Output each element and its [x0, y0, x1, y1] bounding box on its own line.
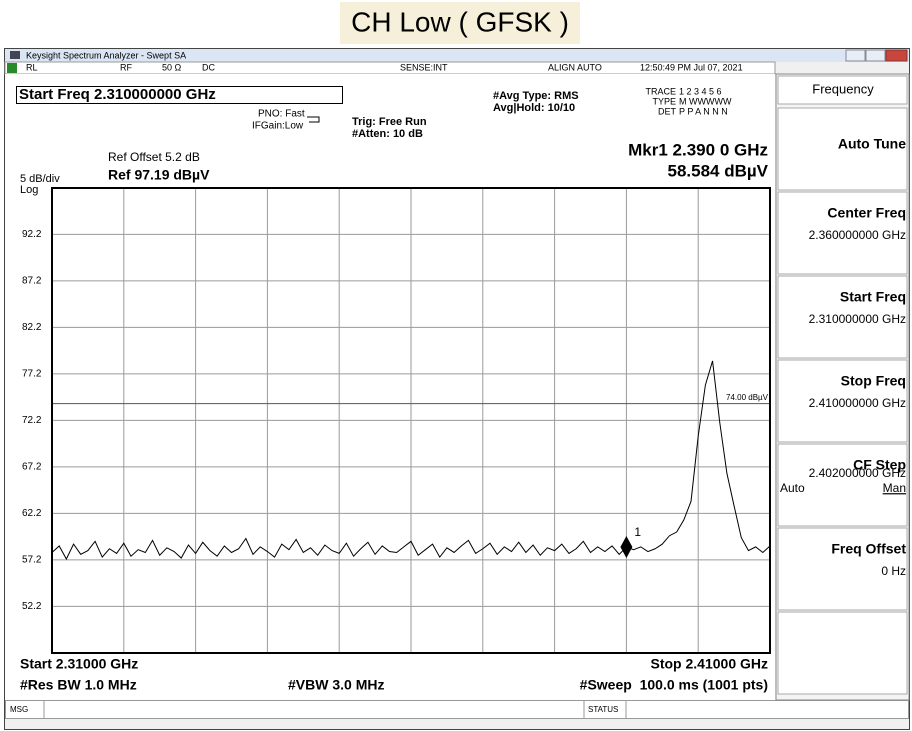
softkey-label[interactable]: Freq Offset: [831, 541, 906, 557]
rbw: #Res BW 1.0 MHz: [20, 677, 137, 693]
softkey-label[interactable]: Start Freq: [840, 289, 906, 305]
type-values: M WWWWW: [679, 96, 732, 106]
softkey[interactable]: [777, 527, 908, 611]
y-tick-label: 52.2: [22, 601, 42, 612]
start-freq: Start 2.31000 GHz: [20, 656, 138, 672]
y-tick-label: 92.2: [22, 229, 42, 240]
msg-label: MSG: [10, 705, 28, 714]
atten: #Atten: 10 dB: [352, 128, 423, 140]
softkey-value: 2.360000000 GHz: [809, 228, 906, 242]
softkey[interactable]: [777, 107, 908, 191]
message-bar: [5, 700, 909, 719]
softkey-value: 0 Hz: [881, 564, 906, 578]
stop-freq: Stop 2.41000 GHz: [651, 656, 769, 672]
status-label: STATUS: [588, 705, 618, 714]
status-impedance: 50 Ω: [162, 62, 182, 72]
softkey-panel: Frequency Auto Tune Center Freq 2.360000000…: [775, 73, 910, 701]
y-tick-label: 87.2: [22, 276, 42, 287]
softkey-label[interactable]: Stop Freq: [841, 373, 906, 389]
menu-title: Frequency: [812, 81, 874, 96]
status-coupling: DC: [202, 62, 215, 72]
sweep: #Sweep 100.0 ms (1001 pts): [580, 677, 768, 693]
status-align: ALIGN AUTO: [548, 62, 602, 72]
softkey-value: 2.310000000 GHz: [809, 312, 906, 326]
y-tick-label: 57.2: [22, 555, 42, 566]
avg-hold: Avg|Hold: 10/10: [493, 102, 575, 114]
active-function: Start Freq 2.310000000 GHz: [19, 86, 216, 103]
marker: [620, 536, 633, 559]
active-function-box: [16, 86, 343, 104]
trace-label: TRACE: [645, 86, 676, 96]
window-title: Keysight Spectrum Analyzer - Swept SA: [26, 50, 186, 60]
type-label: TYPE: [652, 96, 676, 106]
menu-header: [777, 75, 908, 105]
display-line-label: 74.00 dBµV: [726, 393, 769, 402]
pno: PNO: Fast: [258, 109, 305, 120]
softkey-value: 2.410000000 GHz: [809, 396, 906, 410]
det-values: P P A N N N: [679, 106, 728, 116]
softkey[interactable]: [777, 443, 908, 527]
title-background: [340, 2, 580, 44]
y-tick-label: 62.2: [22, 508, 42, 519]
softkey[interactable]: [777, 275, 908, 359]
softkey-label[interactable]: Auto Tune: [838, 136, 906, 152]
status-datetime: 12:50:49 PM Jul 07, 2021: [640, 62, 743, 72]
det-label: DET: [658, 106, 677, 116]
status-icon: [7, 63, 17, 73]
softkey-option[interactable]: Auto: [780, 481, 805, 495]
softkey[interactable]: [777, 359, 908, 443]
status-rf: RF: [120, 62, 132, 72]
close-button[interactable]: [885, 49, 908, 62]
avg-type: #Avg Type: RMS: [493, 90, 579, 102]
vbw: #VBW 3.0 MHz: [288, 677, 384, 693]
softkey-label[interactable]: Center Freq: [827, 205, 906, 221]
status-sense: SENSE:INT: [400, 62, 448, 72]
trigger-icon: [307, 116, 320, 123]
plot: 92.2 87.2 82.2 77.2 72.2 67.2 62.2 57.2 52.2 74.0…: [22, 187, 771, 654]
scale-type: Log: [20, 184, 38, 196]
ref-level: Ref 97.19 dBµV: [108, 167, 210, 183]
maximize-button[interactable]: [865, 49, 886, 62]
title-bar: [5, 49, 909, 62]
marker-label: 1: [634, 525, 641, 539]
softkey-value: 2.402000000 GHz: [809, 466, 906, 480]
page-title: CH Low ( GFSK ): [351, 6, 569, 37]
softkey[interactable]: [777, 191, 908, 275]
per-div: 5 dB/div: [20, 173, 60, 185]
marker-amplitude: 58.584 dBµV: [667, 161, 768, 180]
ref-offset: Ref Offset 5.2 dB: [108, 150, 200, 164]
trace-values: 1 2 3 4 5 6: [679, 86, 722, 96]
plot-border: [51, 187, 771, 654]
softkey: [777, 611, 908, 695]
y-tick-label: 82.2: [22, 322, 42, 333]
y-tick-label: 72.2: [22, 415, 42, 426]
ifgain: IFGain:Low: [252, 121, 304, 132]
y-tick-label: 67.2: [22, 462, 42, 473]
status-rl: RL: [26, 62, 38, 72]
marker-frequency: Mkr1 2.390 0 GHz: [628, 140, 768, 159]
app-icon: [10, 51, 20, 59]
trace: [51, 360, 771, 561]
softkey-label[interactable]: CF Step: [853, 457, 906, 473]
minimize-button[interactable]: [845, 49, 866, 62]
y-tick-label: 77.2: [22, 369, 42, 380]
trig: Trig: Free Run: [352, 116, 427, 128]
softkey-option[interactable]: Man: [883, 481, 906, 495]
